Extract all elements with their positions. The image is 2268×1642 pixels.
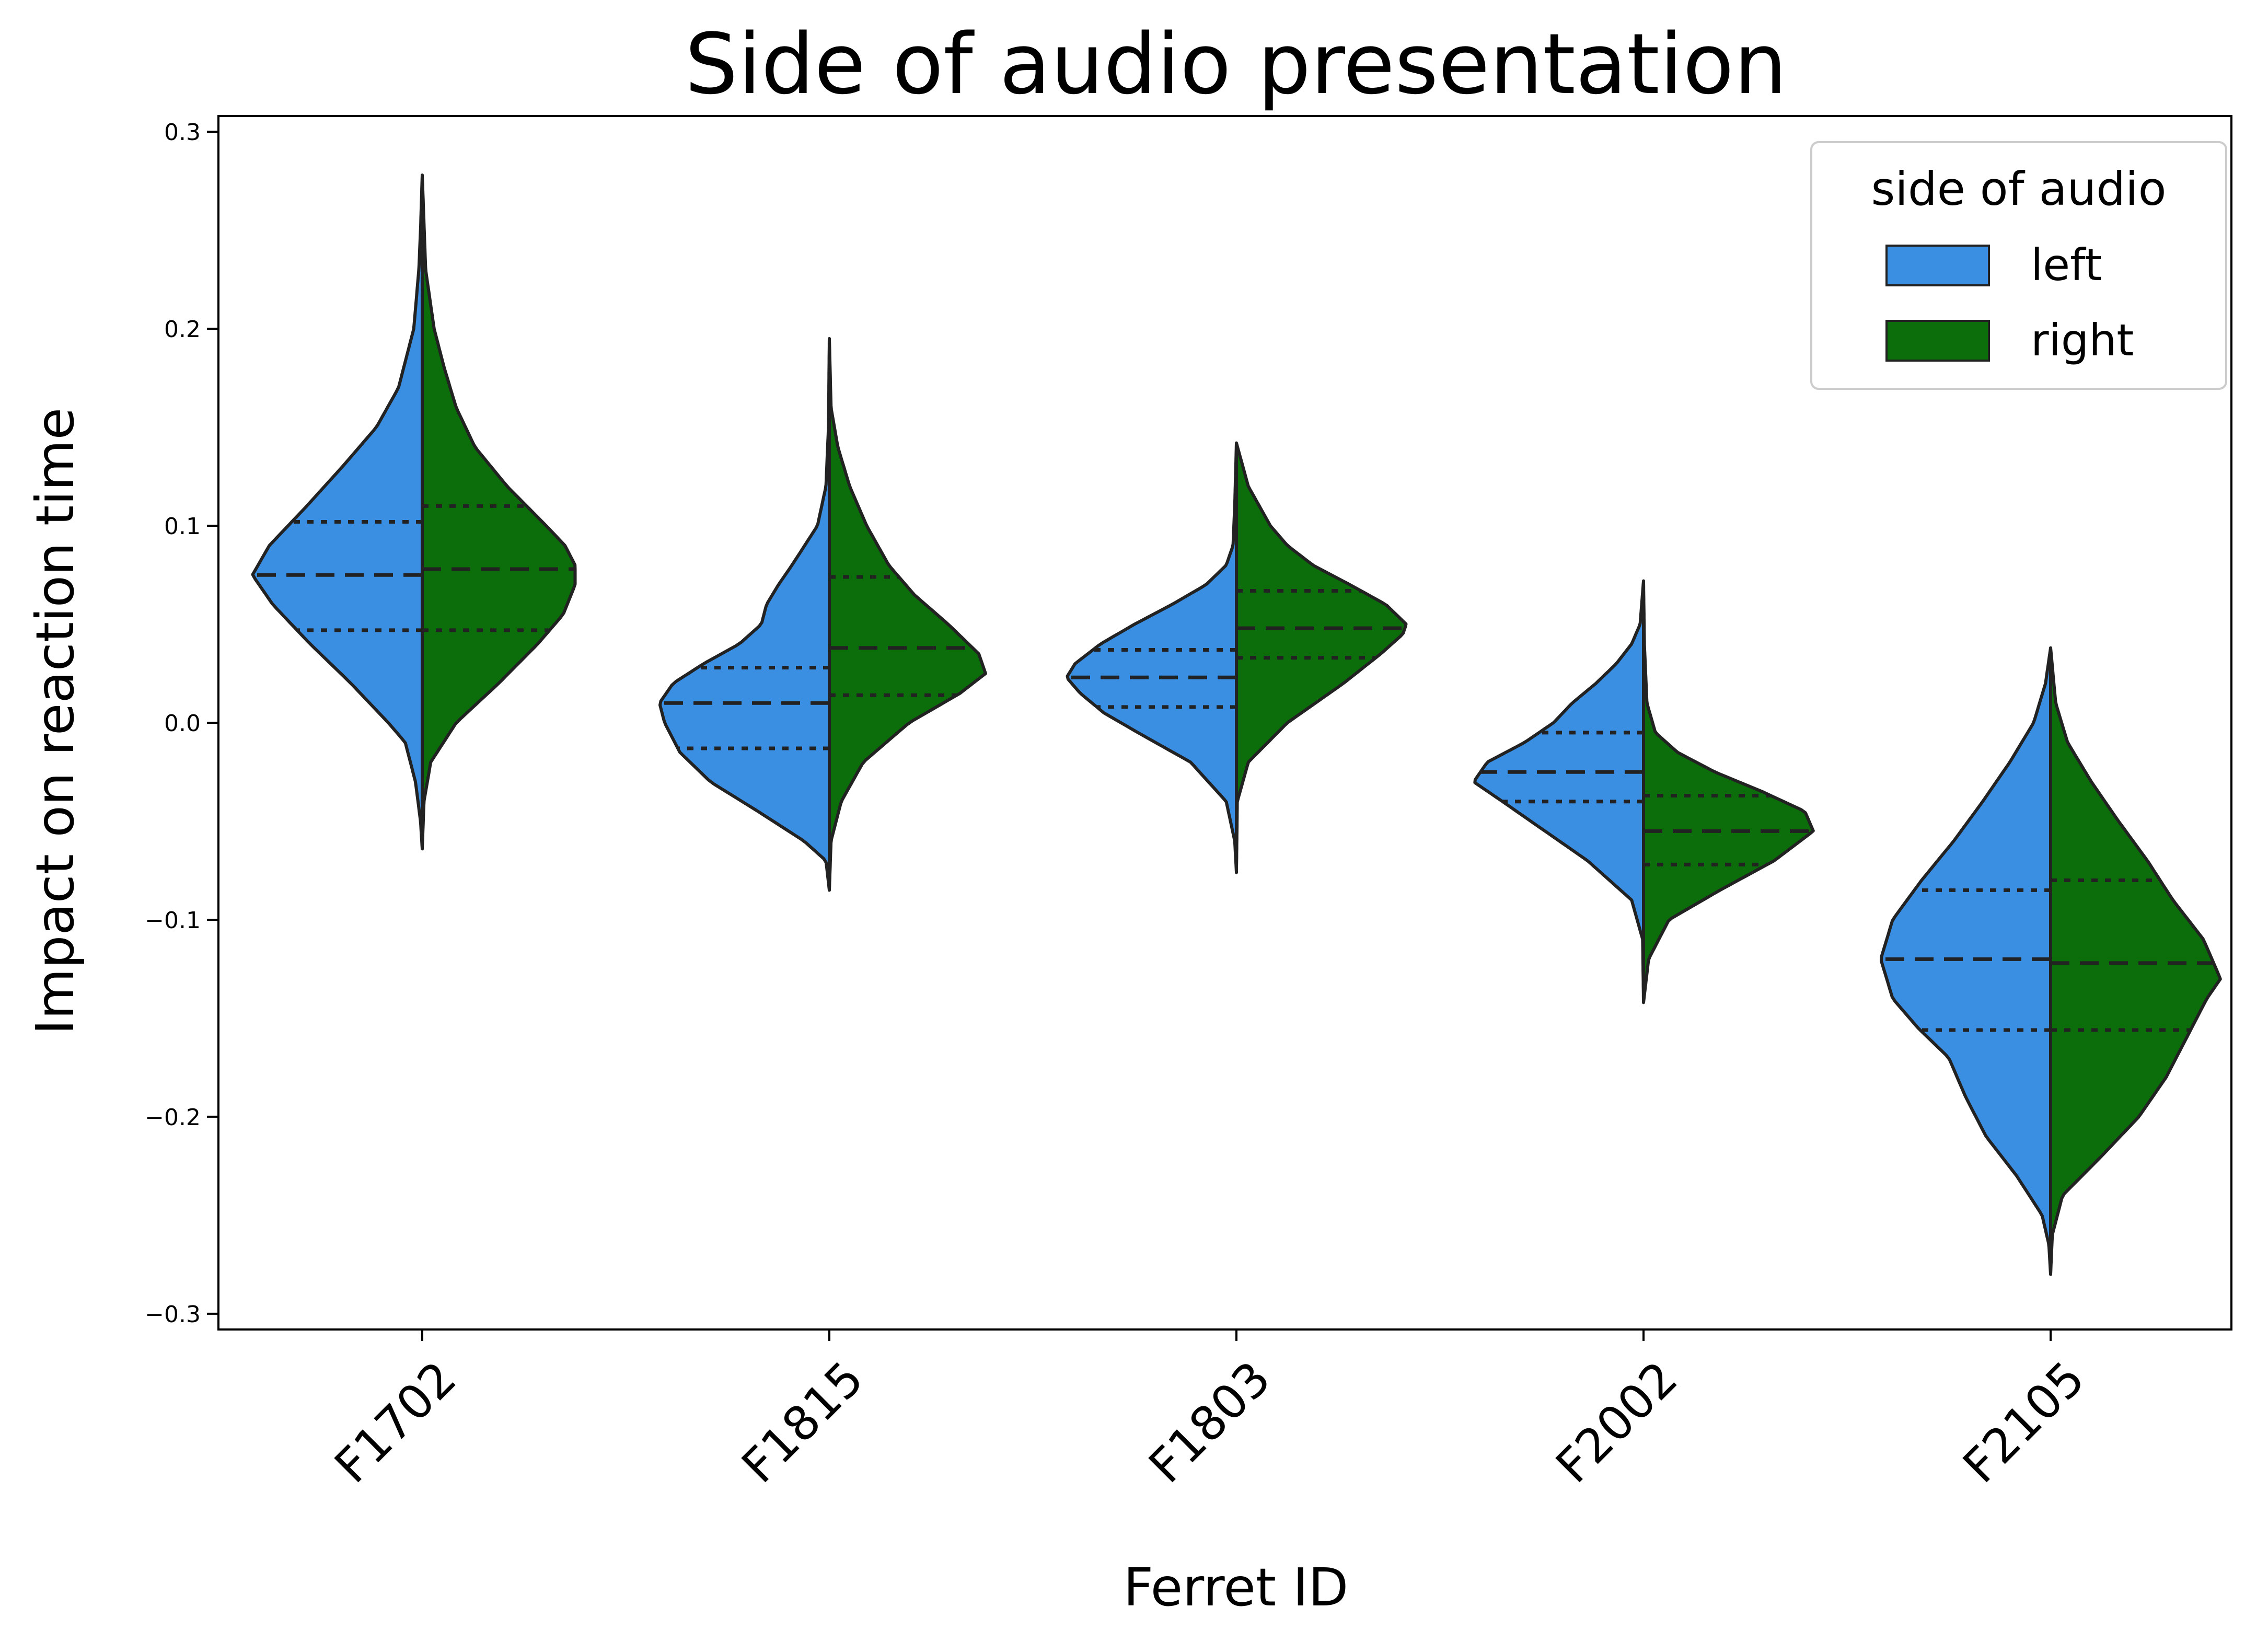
legend-title: side of audio [1871,162,2167,216]
y-axis-label: Impact on reaction time [25,408,86,1035]
x-axis-label: Ferret ID [1124,1557,1349,1618]
y-tick-label: 0.0 [164,710,201,737]
y-tick-label: 0.3 [164,119,201,146]
y-tick-label: −0.3 [145,1301,201,1328]
x-tick-label: F1803 [1139,1351,1281,1494]
legend: side of audio left right [1810,141,2227,390]
y-tick-label: 0.2 [164,316,201,343]
violin-right-F2105 [2049,646,2222,1276]
violin-right-F2002 [1642,579,1815,1004]
violin-left-F1702 [251,174,424,851]
plot-frame [217,115,2232,1331]
legend-swatch-right [1885,320,1990,362]
y-axis: −0.3 −0.2 −0.1 0.0 0.1 0.2 0.3 [145,119,218,1328]
y-tick-label: −0.2 [145,1104,201,1131]
x-tick-label: F2002 [1546,1351,1688,1494]
violin-left-F2105 [1880,646,2052,1276]
chart-title: Side of audio presentation [685,15,1787,113]
violin-right-F1702 [421,174,577,851]
legend-label-right: right [2031,315,2134,366]
y-tick-label: −0.1 [145,907,201,934]
violin-left-F2002 [1473,579,1645,1004]
x-axis: F1702 F1815 F1803 F2002 F2105 [325,1329,2096,1494]
legend-label-left: left [2031,239,2102,291]
violin-left-F1803 [1066,441,1238,874]
legend-swatch-left [1885,245,1990,286]
quartile-lines [252,504,2214,1032]
x-tick-label: F1702 [325,1351,467,1494]
x-tick-label: F1815 [732,1351,874,1494]
violin-left-F1815 [658,337,831,892]
violin-right-F1815 [828,337,987,892]
y-tick-label: 0.1 [164,513,201,540]
x-tick-label: F2105 [1953,1351,2096,1494]
